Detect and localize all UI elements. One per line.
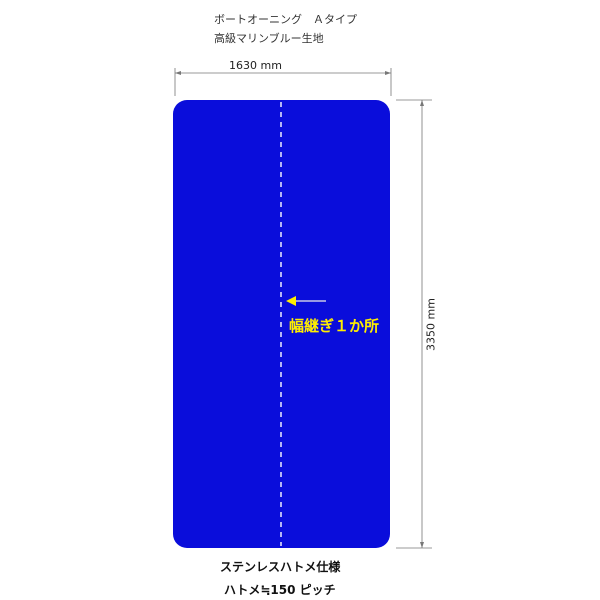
seam-label: 幅継ぎ１か所 [289,317,380,335]
note-grommet-spec: ステンレスハトメ仕様 [220,560,341,574]
note-grommet-pitch: ハトメ≒150 ピッチ [224,583,336,597]
height-label: 3350 mm [424,298,438,351]
title-line-2: 高級マリンブルー生地 [214,32,324,45]
title-line-1: ボートオーニング Ａタイプ [214,13,357,26]
width-dimension [174,68,392,96]
width-label: 1630 mm [229,59,282,72]
seam-arrow-icon [286,296,326,306]
height-dimension [396,99,432,549]
